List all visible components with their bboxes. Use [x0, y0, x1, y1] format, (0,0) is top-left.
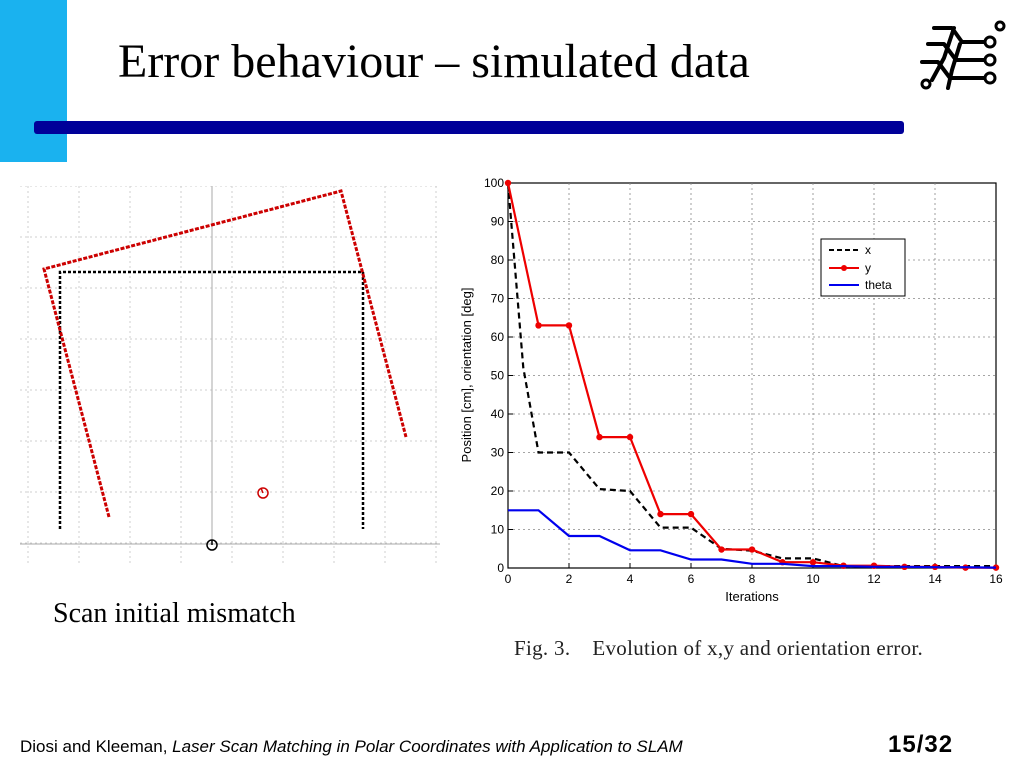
footer-citation: Diosi and Kleeman, Laser Scan Matching i…: [20, 737, 683, 757]
x-tick-label: 8: [749, 572, 756, 586]
footer-paper-title: Laser Scan Matching in Polar Coordinates…: [172, 737, 683, 756]
x-axis-label: Iterations: [725, 589, 779, 604]
slide-title: Error behaviour – simulated data: [118, 35, 750, 88]
y-tick-label: 60: [491, 330, 505, 344]
legend-marker-y: [841, 265, 847, 271]
series-point-y: [657, 510, 664, 518]
y-tick-label: 0: [497, 561, 504, 575]
y-tick-label: 40: [491, 407, 505, 421]
y-tick-label: 100: [484, 176, 504, 190]
series-line-theta: [508, 509, 997, 569]
series-point-y: [596, 433, 603, 441]
y-tick-label: 80: [491, 253, 505, 267]
page-number: 15/32: [888, 731, 954, 758]
footer-authors: Diosi and Kleeman,: [20, 737, 173, 756]
x-tick-label: 12: [867, 572, 881, 586]
x-tick-label: 10: [806, 572, 820, 586]
x-tick-label: 2: [566, 572, 573, 586]
title-rule: [34, 121, 904, 134]
y-tick-label: 10: [491, 523, 505, 537]
series-point-y: [504, 179, 512, 187]
plot-area: [507, 182, 997, 569]
error-evolution-chart: 0 2 4 6 8 10 12 14 16 0 10 20 30 40 50 60 70 80 90 100 Iter…: [459, 176, 1003, 604]
figure-grid: [20, 186, 440, 566]
series-point-y: [535, 322, 542, 329]
y-tick-label: 50: [491, 369, 505, 383]
circuit-figure-logo-icon: [920, 20, 1006, 90]
y-axis-label: Position [cm], orientation [deg]: [459, 288, 474, 463]
x-tick-label: 14: [928, 572, 942, 586]
legend-label-y: y: [865, 261, 871, 275]
current-scan-line: [42, 189, 408, 518]
x-tick-label: 4: [627, 572, 634, 586]
figure-caption-text: Evolution of x,y and orientation error.: [592, 636, 924, 660]
left-figure-caption: Scan initial mismatch: [53, 598, 296, 629]
current-pose-marker: [257, 487, 269, 499]
series-point-y: [992, 564, 1000, 571]
series-point-y: [718, 546, 725, 553]
y-tick-label: 30: [491, 446, 505, 460]
figure-caption-number: Fig. 3.: [514, 636, 571, 660]
y-tick-label: 70: [491, 292, 505, 306]
scan-mismatch-figure: [20, 186, 440, 566]
x-tick-label: 16: [989, 572, 1003, 586]
figure-caption: Fig. 3. Evolution of x,y and orientation …: [514, 636, 923, 661]
chart-grid: [508, 183, 996, 568]
series-point-y: [626, 433, 634, 441]
series-point-y: [687, 510, 695, 518]
y-tick-label: 90: [491, 215, 505, 229]
x-tick-label: 0: [505, 572, 512, 586]
legend-label-theta: theta: [865, 278, 892, 292]
accent-block: [0, 0, 67, 162]
chart-legend: x y theta: [820, 238, 906, 297]
y-tick-label: 20: [491, 484, 505, 498]
series-point-y: [809, 559, 817, 566]
x-tick-label: 6: [688, 572, 695, 586]
series-point-y: [565, 322, 573, 329]
series-point-y: [748, 546, 756, 553]
legend-label-x: x: [865, 243, 871, 257]
